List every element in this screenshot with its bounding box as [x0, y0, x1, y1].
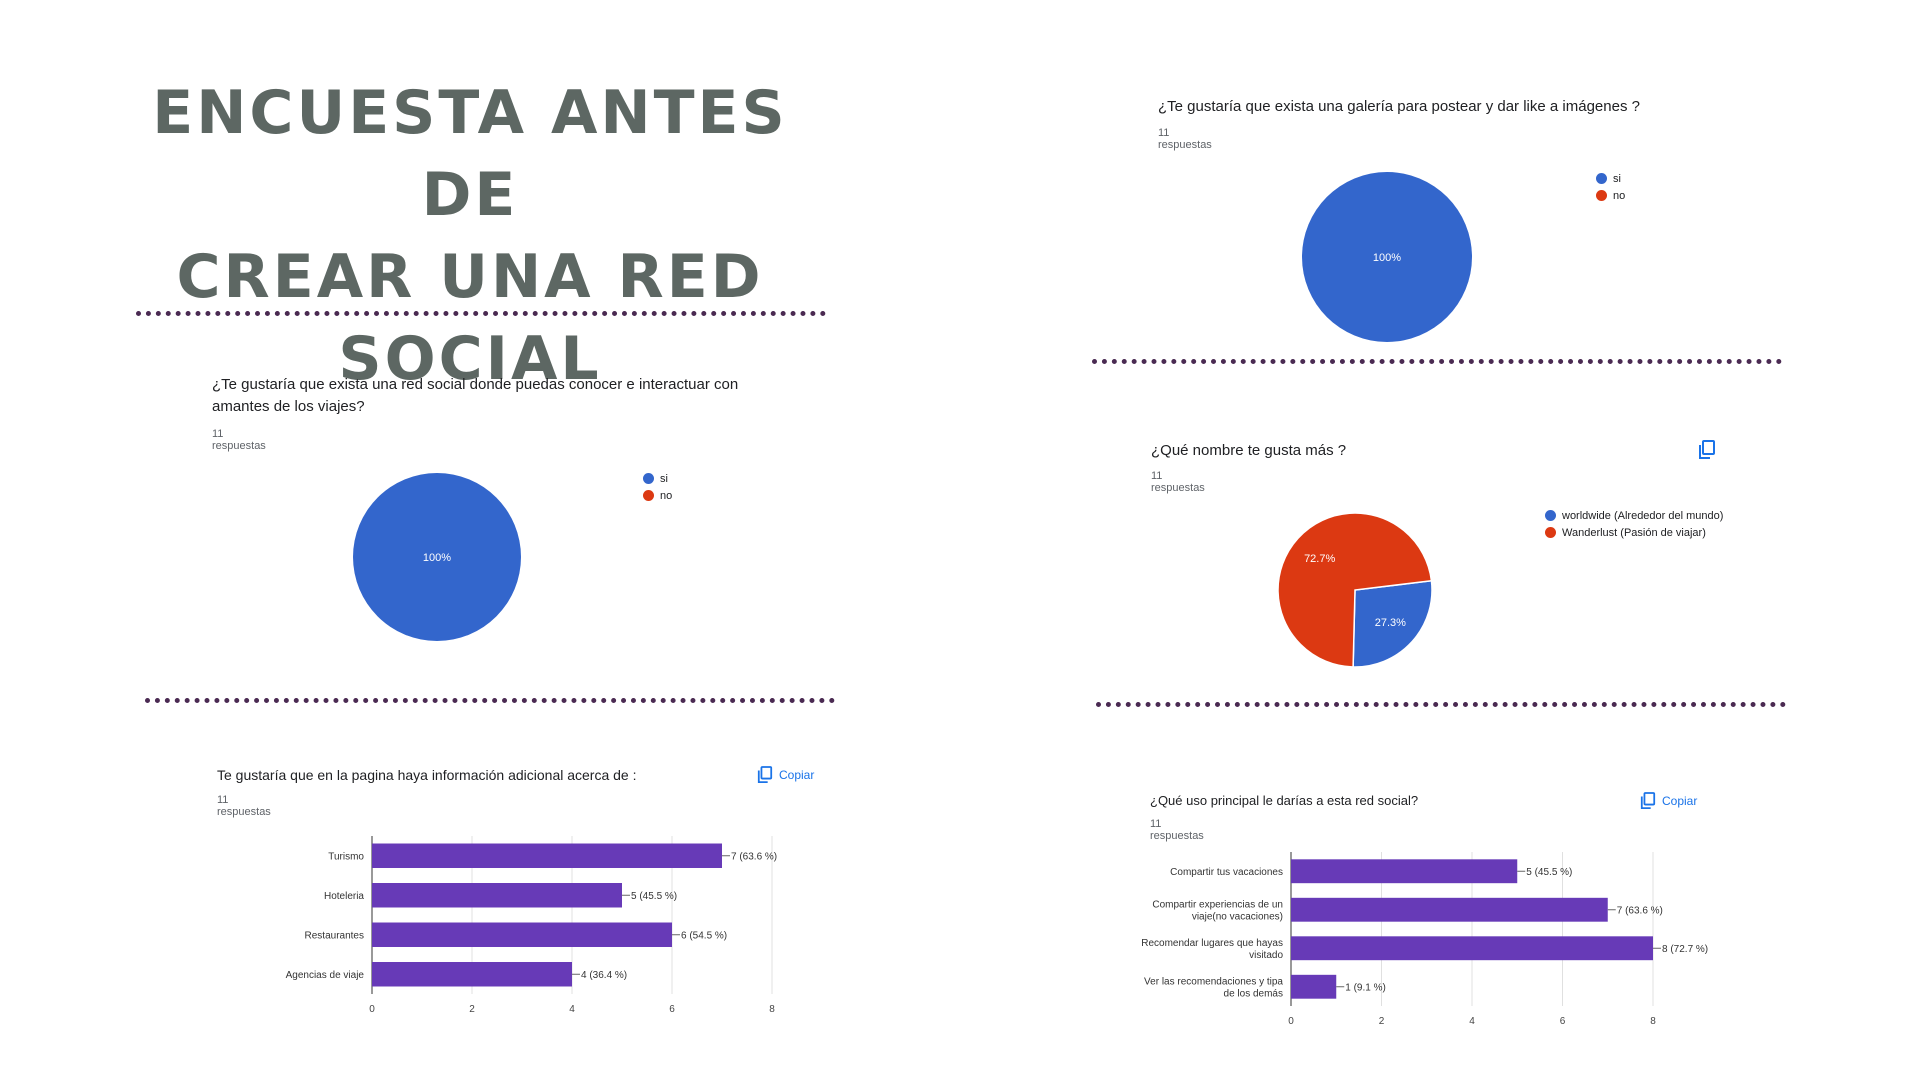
bar-data-label: 5 (45.5 %): [631, 891, 677, 902]
chart-legend: worldwide (Alrededor del mundo) Wanderlu…: [1545, 507, 1723, 541]
legend-item-si: si: [643, 470, 672, 487]
copy-label: Copiar: [1662, 794, 1698, 808]
question-title: ¿Qué uso principal le darías a esta red …: [1150, 793, 1419, 808]
bar: [372, 843, 722, 868]
bar: [1291, 974, 1337, 999]
bar-data-label: 6 (54.5 %): [681, 930, 727, 941]
legend-dot-icon: [1545, 510, 1556, 521]
pie-chart: 100%: [1302, 172, 1472, 342]
legend-label: no: [1613, 189, 1626, 202]
pie-data-label-si: 100%: [1373, 252, 1401, 264]
pie-data-label: 27.3%: [1375, 617, 1406, 629]
copy-icon: [1640, 792, 1656, 809]
x-tick-label: 6: [1560, 1016, 1566, 1027]
legend-item-no: no: [1596, 187, 1625, 204]
bar: [1291, 936, 1653, 961]
bar: [372, 962, 572, 987]
responses-count: 11 respuestas: [1151, 470, 1205, 494]
bar-data-label: 7 (63.6 %): [1617, 905, 1663, 916]
bar-data-label: 4 (36.4 %): [581, 970, 627, 981]
responses-count: 11 respuestas: [1158, 127, 1212, 151]
copy-label: Copiar: [779, 768, 815, 782]
legend-item-worldwide: worldwide (Alrededor del mundo): [1545, 507, 1723, 524]
category-label: Turismo: [328, 851, 364, 862]
page-title-line1: Encuesta antes de: [152, 78, 788, 230]
chart-legend: si no: [643, 470, 672, 504]
legend-item-no: no: [643, 487, 672, 504]
legend-dot-icon: [1545, 527, 1556, 538]
bar: [1291, 859, 1518, 884]
bar: [372, 883, 622, 908]
legend-dot-icon: [1596, 190, 1607, 201]
pie-slice-wanderlust: [1277, 512, 1433, 668]
chart-legend: si no: [1596, 170, 1625, 204]
x-tick-label: 8: [1650, 1016, 1656, 1027]
responses-count: 11 respuestas: [1150, 818, 1204, 842]
copy-button[interactable]: Copiar: [757, 766, 814, 784]
bar: [372, 922, 672, 947]
x-tick-label: 4: [569, 1004, 575, 1015]
responses-count: 11 respuestas: [212, 428, 266, 452]
legend-label: si: [1613, 172, 1621, 185]
responses-count: 11 respuestas: [217, 794, 271, 818]
legend-label: no: [660, 489, 673, 502]
category-label: Restaurantes: [305, 930, 364, 941]
x-tick-label: 8: [769, 1004, 775, 1015]
pie-chart: 27.3% 72.7%: [1277, 512, 1433, 668]
legend-label: si: [660, 472, 668, 485]
legend-dot-icon: [643, 490, 654, 501]
question-title: ¿Qué nombre te gusta más ?: [1151, 442, 1347, 459]
category-label: Ver las recomendaciones y tipa de los dem…: [1144, 976, 1283, 999]
bar-data-label: 8 (72.7 %): [1662, 944, 1708, 955]
legend-label: Wanderlust (Pasión de viajar): [1562, 526, 1706, 539]
copy-icon: [757, 766, 773, 783]
question-title: Te gustaría que en la pagina haya inform…: [217, 767, 637, 783]
page-title: Encuesta antes de crear una red social: [150, 72, 790, 400]
pie-chart: 100%: [353, 473, 521, 641]
category-label: Agencias de viaje: [286, 970, 365, 981]
x-tick-label: 4: [1469, 1016, 1475, 1027]
divider-left-bottom: [145, 698, 835, 703]
x-tick-label: 2: [1379, 1016, 1385, 1027]
x-tick-label: 2: [469, 1004, 475, 1015]
divider-left-top: [136, 311, 826, 316]
pie-slice-worldwide: [1352, 579, 1433, 668]
pie-slice-si: [353, 473, 521, 641]
pie-slice-si: [1302, 172, 1472, 342]
divider-right-bottom: [1096, 702, 1786, 707]
x-tick-label: 6: [669, 1004, 675, 1015]
legend-item-si: si: [1596, 170, 1625, 187]
category-label: Compartir experiencias de un viaje(no vac…: [1152, 899, 1283, 922]
category-label: Hoteleria: [324, 891, 364, 902]
pie-data-label: 72.7%: [1304, 553, 1335, 565]
legend-label: worldwide (Alrededor del mundo): [1562, 509, 1724, 522]
category-label: Recomendar lugares que hayas visitado: [1141, 938, 1283, 961]
bar-data-label: 1 (9.1 %): [1345, 982, 1386, 993]
legend-dot-icon: [1596, 173, 1607, 184]
legend-item-wanderlust: Wanderlust (Pasión de viajar): [1545, 524, 1723, 541]
legend-dot-icon: [643, 473, 654, 484]
question-title: ¿Te gustaría que exista una galería para…: [1158, 98, 1640, 115]
page-title-line2: crear una red social: [176, 242, 764, 394]
bar-data-label: 7 (63.6 %): [731, 851, 777, 862]
divider-right-top: [1092, 359, 1782, 364]
pie-data-label-si: 100%: [423, 552, 451, 564]
x-tick-label: 0: [1288, 1016, 1294, 1027]
question-title: ¿Te gustaría que exista una red social d…: [212, 376, 739, 415]
copy-icon[interactable]: [1698, 440, 1716, 460]
category-label: Compartir tus vacaciones: [1170, 867, 1283, 878]
x-tick-label: 0: [369, 1004, 375, 1015]
bar: [1291, 897, 1608, 922]
bar-data-label: 5 (45.5 %): [1526, 867, 1572, 878]
copy-button[interactable]: Copiar: [1640, 792, 1697, 810]
